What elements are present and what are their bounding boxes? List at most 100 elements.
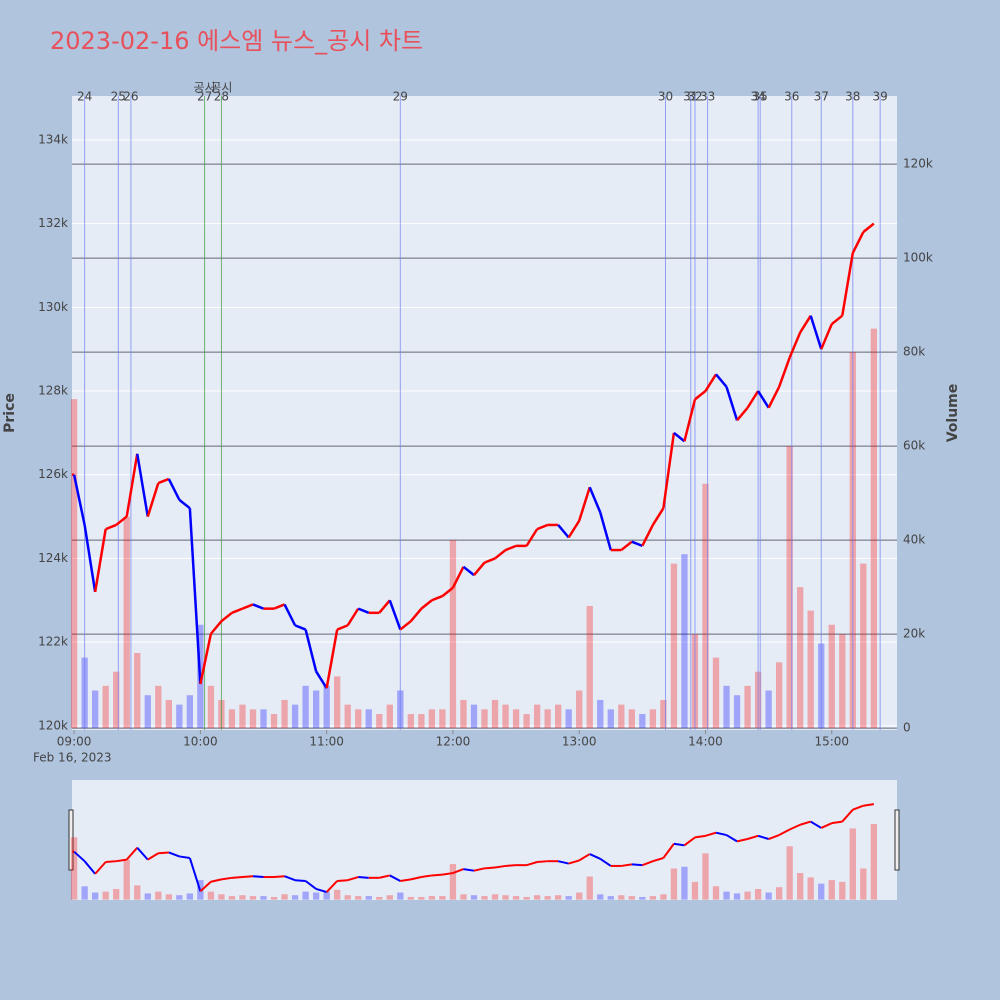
y-tick-label: 128k (38, 384, 68, 398)
slider-price-segment (188, 857, 202, 892)
volume-bar (228, 709, 236, 729)
slider-price-segment (94, 861, 107, 875)
volume-bar (502, 704, 509, 729)
volume-bar (828, 624, 835, 729)
volume-bar (460, 699, 467, 729)
x-tick-label: 09:00 (57, 735, 92, 749)
price-segment (273, 603, 286, 610)
slider-volume-bar (439, 896, 446, 900)
slider-volume-bar (849, 828, 856, 900)
price-segment (441, 586, 454, 598)
slider-volume-bar (860, 868, 867, 900)
slider-price-segment (147, 852, 159, 861)
slider-handle[interactable] (68, 809, 74, 871)
price-segment (736, 406, 749, 422)
event-label: 25 (111, 90, 126, 104)
slider-volume-bar (218, 894, 225, 900)
slider-price-segment (221, 876, 233, 881)
price-segment (777, 357, 791, 388)
slider-price-segment (599, 857, 612, 867)
volume-bar (797, 587, 804, 729)
slider-volume-bar (376, 896, 383, 900)
slider-volume-bar (418, 896, 425, 900)
slider-price-segment (683, 836, 696, 847)
slider-price-segment (136, 847, 149, 861)
price-segment (157, 477, 170, 485)
slider-price-segment (210, 878, 222, 883)
slider-price-segment (715, 831, 727, 837)
slider-volume-bar (628, 896, 635, 900)
slider-volume-bar (660, 894, 667, 900)
volume-bar (807, 610, 814, 729)
volume-bar (555, 704, 562, 729)
price-segment (505, 544, 517, 552)
volume-bar (544, 709, 551, 729)
slider-price-segment (705, 831, 717, 837)
slider-volume-bar (260, 896, 267, 900)
slider-volume-bar (323, 891, 330, 900)
slider-volume-bar (239, 895, 246, 900)
volume-bar (386, 704, 393, 729)
price-segment (325, 629, 339, 689)
slider-volume-bar (312, 892, 320, 900)
slider-price-segment (179, 855, 191, 860)
slider-price-segment (631, 863, 643, 867)
volume-bar (312, 690, 320, 729)
slider-volume-bar (91, 892, 99, 900)
slider-price-segment (315, 887, 327, 894)
slider-volume-bar (797, 872, 804, 900)
slider-volume-bar (102, 891, 109, 900)
volume-bar (597, 699, 604, 729)
price-segment (683, 399, 697, 442)
x-date-label: Feb 16, 2023 (33, 751, 112, 765)
volume-bar (628, 709, 635, 729)
slider-volume-bar (334, 889, 341, 900)
volume-bar (428, 709, 436, 729)
x-tick-label: 11:00 (309, 735, 344, 749)
volume-bar (607, 709, 614, 729)
volume-bar (249, 709, 257, 729)
slider-volume-bar (607, 896, 614, 900)
slider-volume-bar (70, 837, 78, 900)
slider-volume-bar (754, 888, 762, 900)
slider-volume-bar (428, 896, 436, 900)
price-segment (694, 390, 707, 401)
slider-volume-bar (744, 891, 751, 900)
slider-volume-bar (807, 877, 814, 900)
slider-volume-bar (691, 881, 699, 900)
volume-bar (176, 704, 183, 729)
slider-price-segment (347, 876, 359, 882)
y2-tick-label: 80k (903, 345, 925, 359)
price-segment (283, 603, 297, 626)
slider-volume-bar (765, 892, 772, 900)
price-segment (83, 524, 97, 593)
event-label: 30 (658, 90, 673, 104)
slider-volume-bar (249, 896, 257, 900)
price-segment (704, 373, 718, 392)
volume-bar (91, 690, 99, 729)
volume-bar (775, 662, 783, 729)
slider-volume-bar (775, 887, 783, 900)
slider-price-segment (694, 834, 706, 839)
slider-volume-bar (523, 896, 530, 900)
slider-price-segment (557, 860, 569, 865)
volume-bar (281, 699, 288, 729)
volume-bar (765, 690, 772, 729)
price-segment (851, 231, 865, 254)
slider-volume-bar (470, 895, 478, 900)
price-segment (841, 252, 855, 316)
price-segment (599, 512, 612, 551)
slider-price-segment (337, 879, 348, 882)
y-tick-label: 126k (38, 467, 68, 481)
slider-volume-bar (207, 891, 215, 900)
range-slider[interactable] (72, 780, 897, 900)
price-segment (820, 323, 833, 350)
slider-handle[interactable] (894, 809, 900, 871)
price-segment (525, 528, 539, 547)
volume-bar (512, 709, 520, 729)
slider-volume-bar (449, 864, 457, 900)
volume-bar (439, 709, 446, 729)
slider-volume-bar (491, 894, 499, 900)
volume-bar (449, 540, 457, 729)
slider-volume-bar (144, 893, 151, 900)
